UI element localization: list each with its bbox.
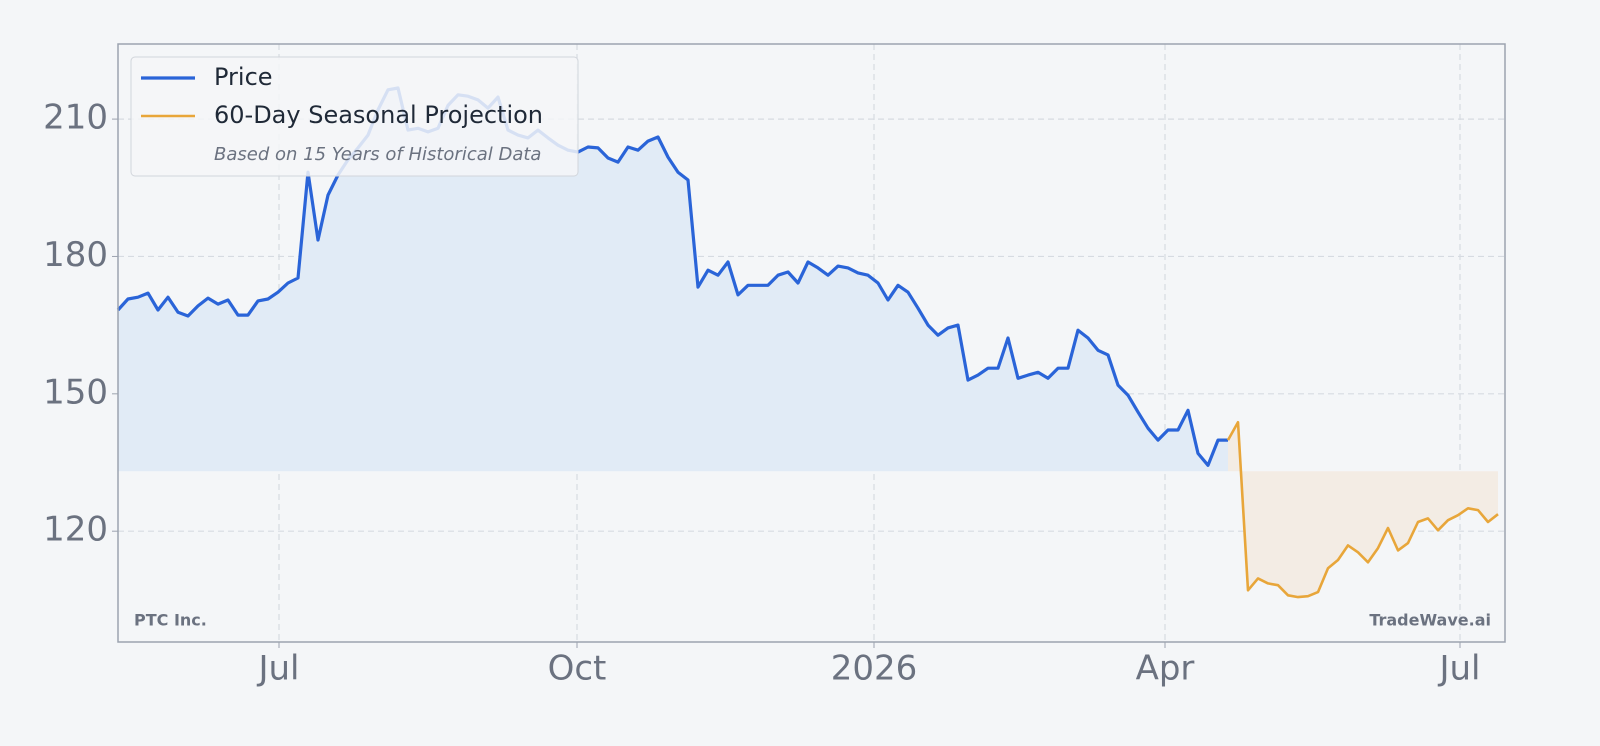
x-tick-label: Oct bbox=[548, 649, 607, 689]
y-tick-label: 120 bbox=[43, 510, 108, 550]
line bbox=[1226, 420, 1499, 599]
y-tick-label: 180 bbox=[43, 235, 108, 275]
areas bbox=[118, 88, 1498, 598]
watermark-left: PTC Inc. bbox=[134, 611, 207, 630]
x-tick-label: Jul bbox=[256, 649, 299, 689]
legend-label: 60-Day Seasonal Projection bbox=[214, 101, 543, 129]
x-tick-label: 2026 bbox=[831, 649, 918, 689]
grid: 120 150 180 210 Jul Oct 2026 Apr Jul bbox=[43, 44, 1505, 689]
area bbox=[1228, 422, 1498, 598]
legend-note: Based on 15 Years of Historical Data bbox=[214, 144, 541, 165]
y-tick-label: 210 bbox=[43, 98, 108, 138]
line bbox=[116, 86, 1228, 467]
x-tick-label: Jul bbox=[1437, 649, 1480, 689]
plot-frame bbox=[117, 43, 1506, 643]
watermark-right: TradeWave.ai bbox=[1369, 611, 1491, 630]
area bbox=[118, 88, 1228, 472]
x-tick-label: Apr bbox=[1136, 649, 1195, 689]
lines bbox=[116, 86, 1499, 599]
legend-label: Price bbox=[214, 63, 273, 91]
legend-box bbox=[130, 56, 579, 177]
y-tick-label: 150 bbox=[43, 372, 108, 412]
legend: Price 60-Day Seasonal Projection Based on … bbox=[130, 56, 579, 177]
